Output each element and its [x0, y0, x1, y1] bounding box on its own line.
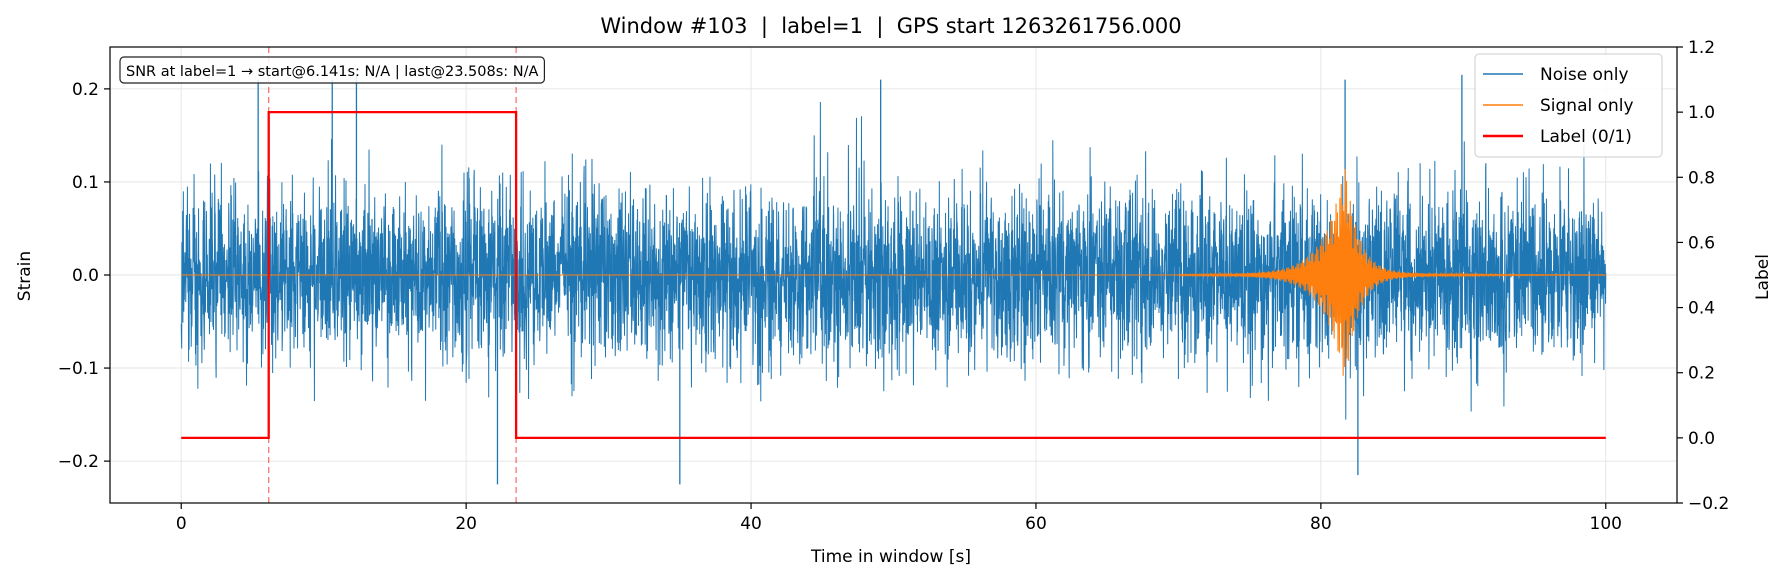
legend-label-label: Label (0/1): [1540, 127, 1632, 147]
signal-series: [181, 168, 1607, 376]
y2-tick-label: 0.8: [1688, 168, 1715, 188]
annotation-text: SNR at label=1 → start@6.141s: N/A | las…: [126, 64, 538, 80]
y2-tick-label: −0.2: [1688, 494, 1729, 514]
x-tick-label: 40: [740, 514, 762, 534]
y2-tick-label: 0.6: [1688, 233, 1715, 253]
chart-title: Window #103 | label=1 | GPS start 126326…: [600, 14, 1181, 39]
y2-tick-label: 0.2: [1688, 364, 1715, 384]
y-tick-label: 0.2: [72, 80, 99, 100]
y2-tick-label: 0.0: [1688, 429, 1715, 449]
annotation-box: SNR at label=1 → start@6.141s: N/A | las…: [119, 56, 546, 84]
label-step-line: [181, 110, 1606, 440]
y-axis-right: −0.2 0.0 0.2 0.4 0.6 0.8 1.0 1.2: [1677, 38, 1729, 514]
y-tick-label: 0.0: [72, 266, 99, 286]
legend: Noise only Signal only Label (0/1): [1474, 53, 1663, 158]
x-tick-label: 0: [176, 514, 187, 534]
legend-label-noise: Noise only: [1540, 65, 1629, 85]
x-axis-label: Time in window [s]: [810, 547, 971, 567]
x-tick-label: 80: [1310, 514, 1332, 534]
label-series: [181, 110, 1606, 440]
annotation-frame: [119, 56, 546, 84]
x-tick-label: 60: [1025, 514, 1047, 534]
y-tick-label: −0.1: [58, 359, 99, 379]
y2-tick-label: 0.4: [1688, 299, 1715, 319]
y-axis-left: −0.2 −0.1 0.0 0.1 0.2: [58, 80, 110, 472]
y-tick-label: 0.1: [72, 173, 99, 193]
y2-tick-label: 1.0: [1688, 103, 1715, 123]
signal-trace: [181, 168, 1607, 376]
y2-axis-label: Label: [1753, 254, 1773, 300]
x-tick-label: 100: [1590, 514, 1622, 534]
x-axis: 0 20 40 60 80 100: [176, 503, 1622, 534]
x-tick-label: 20: [455, 514, 477, 534]
legend-label-signal: Signal only: [1540, 96, 1634, 116]
y-axis-label: Strain: [15, 251, 35, 301]
y-tick-label: −0.2: [58, 452, 99, 472]
y2-tick-label: 1.2: [1688, 38, 1715, 58]
legend-frame: [1474, 53, 1663, 158]
